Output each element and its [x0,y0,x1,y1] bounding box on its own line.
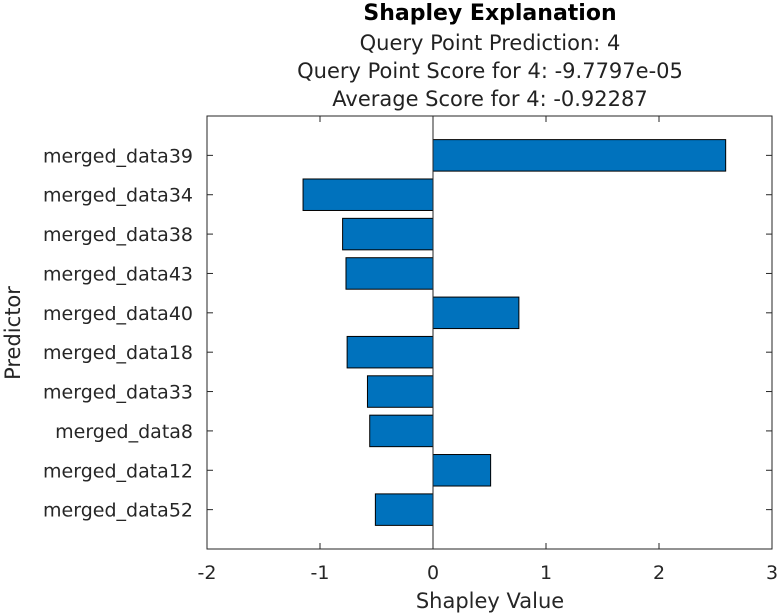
bar-merged-data52 [374,493,434,526]
chart-subtitle-query-score: Query Point Score for 4: -9.7797e-05 [297,59,683,83]
x-axis-label: Shapley Value [416,589,564,613]
y-tick-label: merged_data39 [43,145,193,167]
y-tick-label: merged_data52 [43,500,193,522]
chart-subtitle-average-score: Average Score for 4: -0.92287 [332,87,647,111]
bar-merged-data33 [366,375,434,408]
x-tick-label: 0 [427,562,439,584]
y-tick-label: merged_data38 [43,224,193,246]
x-tick-label: -2 [198,562,217,584]
bar-merged-data43 [345,257,434,290]
bar-merged-data34 [302,178,434,211]
plot-area [206,115,773,550]
x-axis-ticks: -2 -1 0 1 2 3 [198,116,778,584]
y-tick-label: merged_data33 [43,382,193,404]
x-tick-label: 1 [540,562,552,584]
x-tick-label: 3 [766,562,778,584]
x-tick-label: 2 [653,562,665,584]
y-tick-label: merged_data12 [43,460,193,482]
y-tick-label: merged_data43 [43,263,193,285]
bar-merged-data18 [346,335,434,369]
chart-subtitle-prediction: Query Point Prediction: 4 [360,31,621,55]
bar-merged-data40 [432,296,520,330]
chart-title: Shapley Explanation [363,1,616,26]
bar-merged-data8 [369,414,434,448]
y-tick-label: merged_data40 [43,303,193,325]
x-tick-label: -1 [311,562,330,584]
bar-merged-data39 [432,139,727,172]
y-axis-label: Predictor [1,286,25,380]
y-tick-label: merged_data34 [43,185,193,207]
bar-series [302,139,727,526]
y-tick-label: merged_data8 [55,421,193,443]
bar-merged-data38 [342,217,434,251]
bar-merged-data12 [432,454,492,487]
y-tick-label: merged_data18 [43,342,193,364]
y-axis-ticks: merged_data39 merged_data34 merged_data38m… [43,145,772,522]
